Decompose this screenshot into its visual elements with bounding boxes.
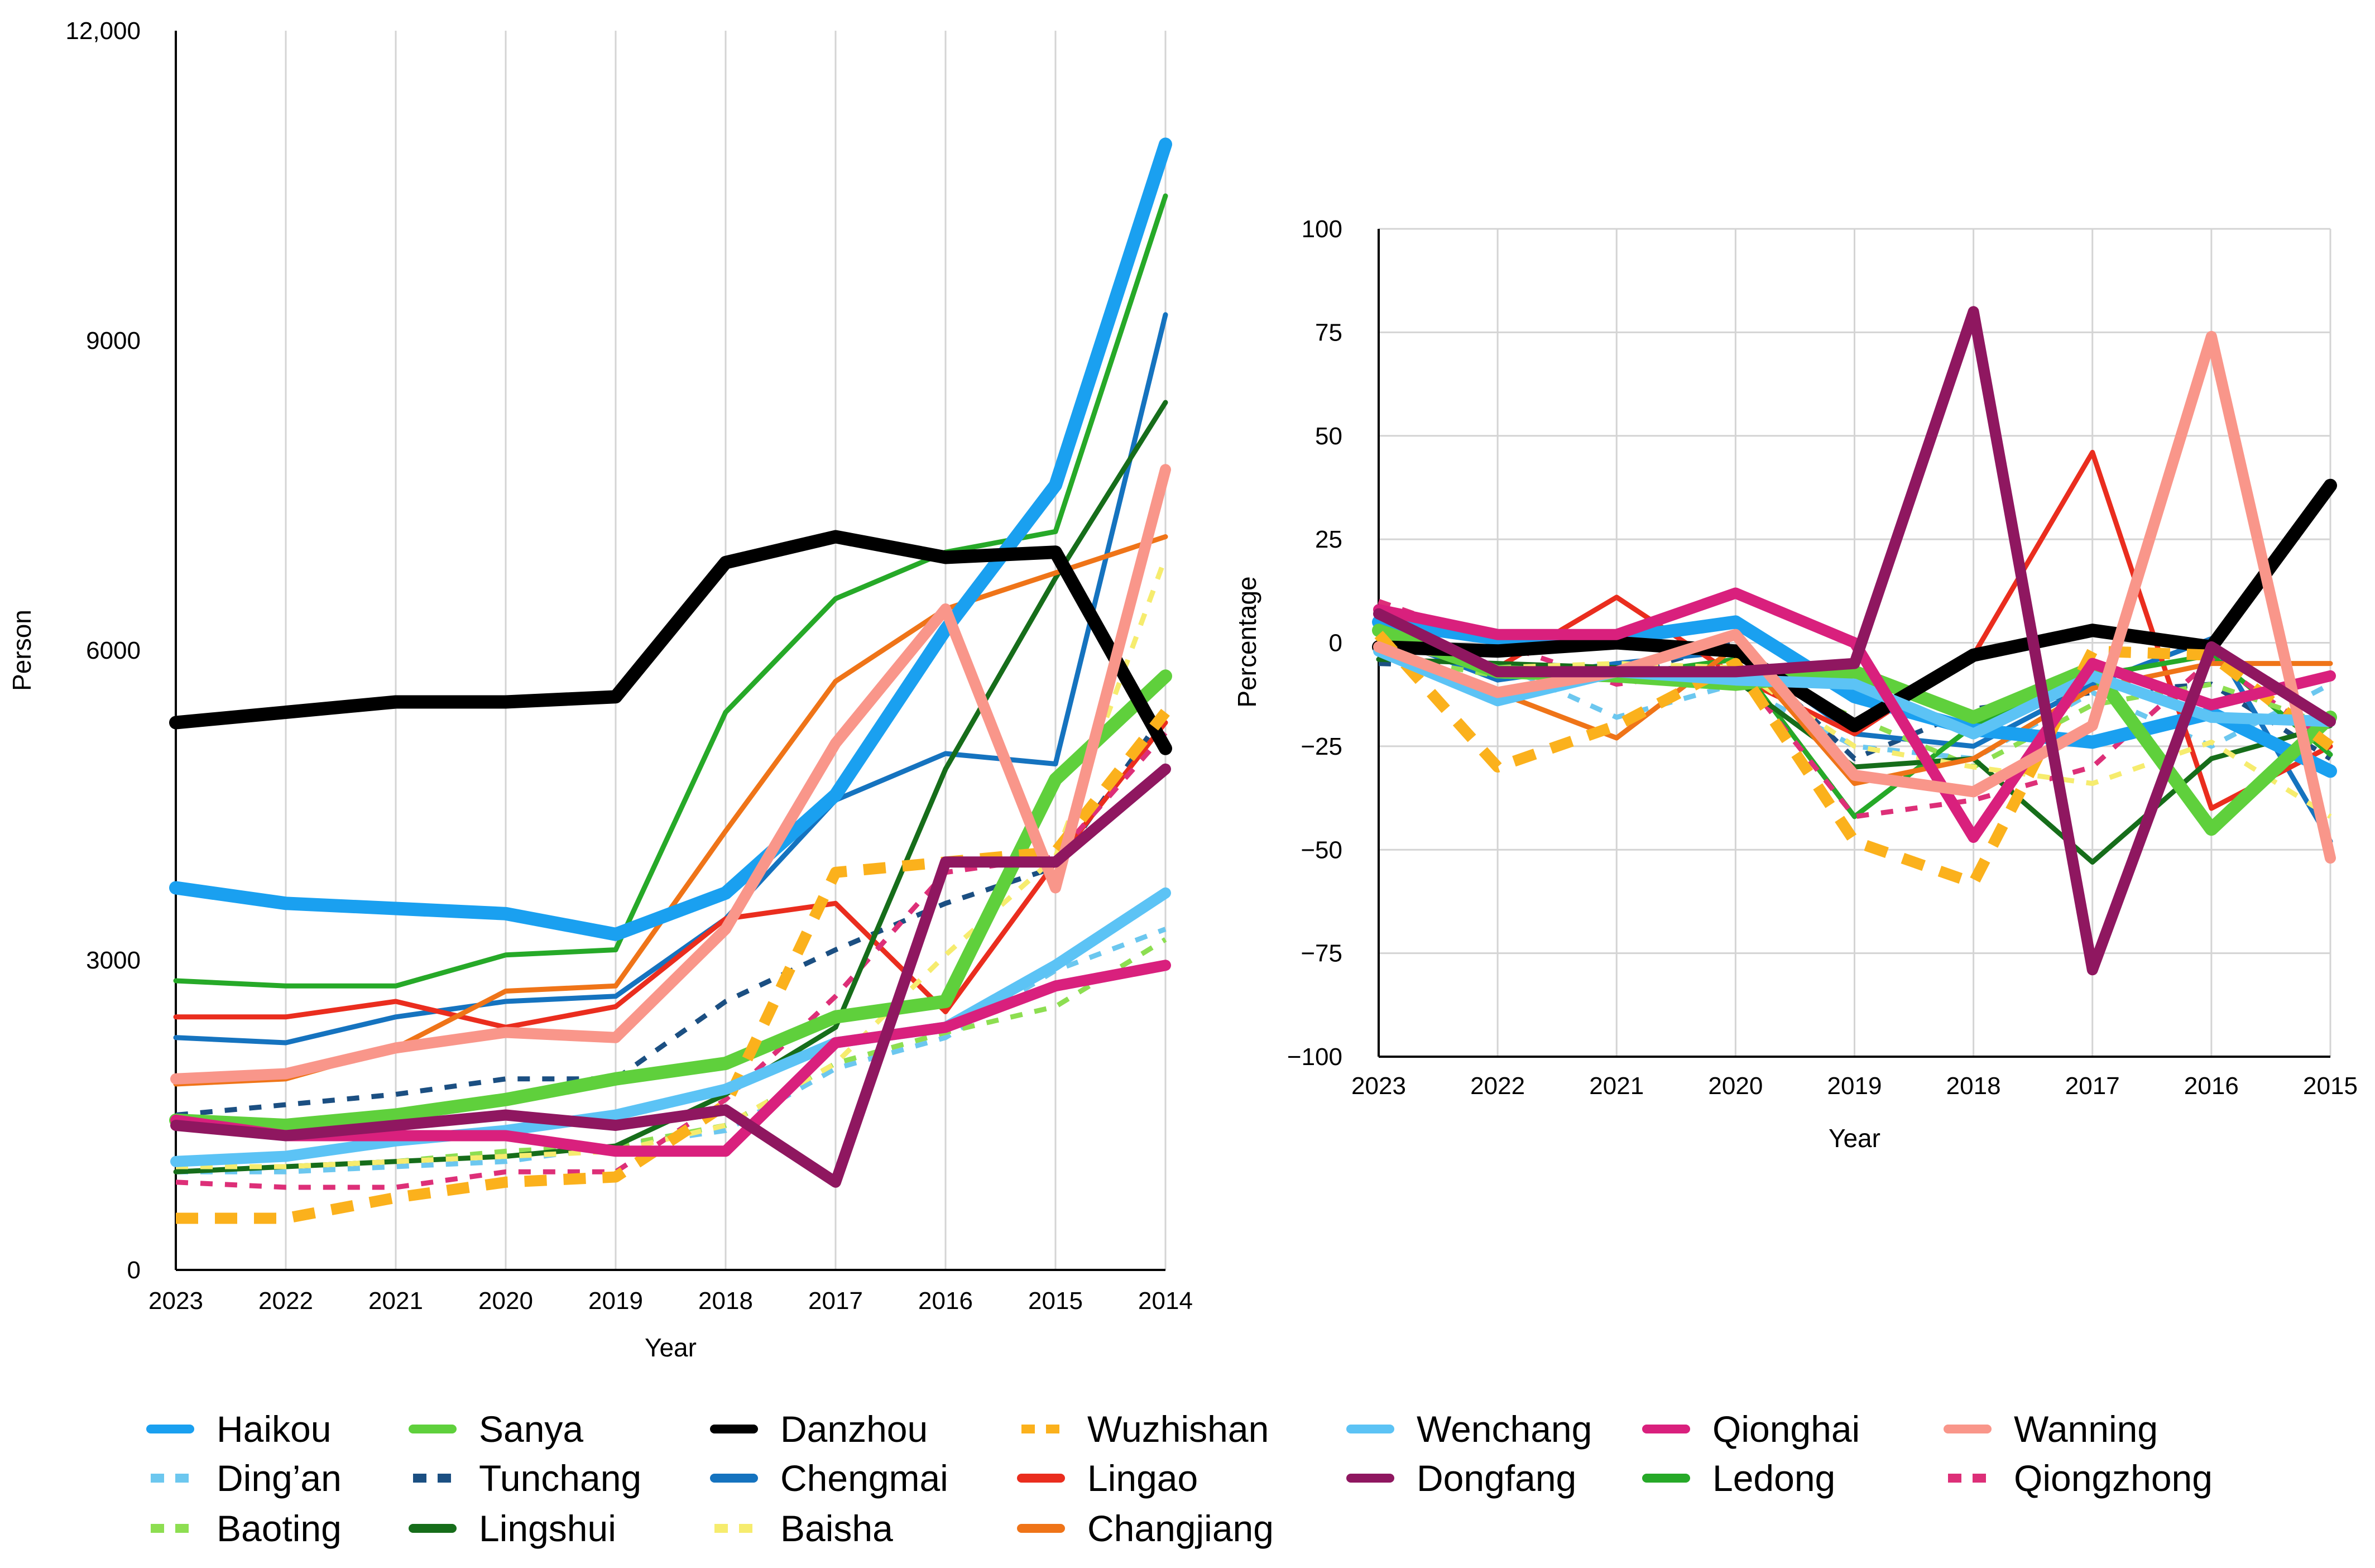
- chart1-ytick-6000: 6000: [86, 637, 141, 664]
- legend-item-changjiang: Changjiang: [1017, 1508, 1274, 1549]
- legend-item-baoting: Baoting: [151, 1508, 342, 1549]
- chart2-ytick-50: 50: [1315, 423, 1342, 450]
- chart2-ytick-25: 25: [1315, 526, 1342, 553]
- chart1-xtick-2016: 2016: [918, 1287, 973, 1315]
- chart1-xtick-2018: 2018: [698, 1287, 753, 1315]
- legend: Haikou Sanya Danzhou Wuzhishan Wenchang Qiong…: [146, 1408, 2213, 1549]
- legend-item-ledong: Ledong: [1642, 1457, 1835, 1499]
- chart1-xtick-2015: 2015: [1028, 1287, 1083, 1315]
- chart2-xtick-2020: 2020: [1708, 1072, 1763, 1100]
- chart1-series-sanya: [169, 669, 1172, 1132]
- chart2-ytick-75: −75: [1301, 940, 1342, 967]
- chart1-series-chengmai: [173, 312, 1168, 1046]
- chart2-xtick-2021: 2021: [1589, 1072, 1644, 1100]
- chart2-series-baisha: [1378, 640, 2332, 819]
- legend-label-wuzhishan: Wuzhishan: [1087, 1408, 1269, 1450]
- chart1-series-wanning: [170, 464, 1171, 1085]
- chart2-ytick-100: 100: [1302, 215, 1342, 243]
- legend-label-lingshui: Lingshui: [479, 1508, 616, 1549]
- chart2-series-qionghai: [1373, 587, 2336, 843]
- chart2-ytick-25: −25: [1301, 733, 1342, 760]
- chart1-xtick-2021: 2021: [368, 1287, 423, 1315]
- legend-label-baoting: Baoting: [217, 1508, 342, 1549]
- legend-label-ledong: Ledong: [1712, 1457, 1835, 1499]
- chart1-series-wenchang: [170, 887, 1171, 1167]
- chart2-series-wanning: [1373, 330, 2336, 864]
- legend-label-tunchang: Tunchang: [479, 1457, 641, 1499]
- legend-item-lingshui: Lingshui: [409, 1508, 616, 1549]
- legend-item-wenchang: Wenchang: [1346, 1408, 1592, 1450]
- chart1-ytick-9000: 9000: [86, 327, 141, 354]
- chart2-ytick-75: 75: [1315, 319, 1342, 346]
- chart1-xtick-2019: 2019: [588, 1287, 643, 1315]
- legend-label-dongfang: Dongfang: [1417, 1457, 1576, 1499]
- legend-item-baisha: Baisha: [714, 1508, 893, 1549]
- chart1-ytick-12000: 12,000: [65, 17, 141, 45]
- legend-label-wenchang: Wenchang: [1417, 1408, 1592, 1450]
- legend-item-lingao: Lingao: [1017, 1457, 1198, 1499]
- legend-label-qionghai: Qionghai: [1712, 1408, 1860, 1450]
- chart2-ytick-50: −50: [1301, 836, 1342, 864]
- chart1-xtick-2014: 2014: [1138, 1287, 1193, 1315]
- chart2-ytick-0: 0: [1329, 630, 1342, 657]
- chart1-xtick-2017: 2017: [808, 1287, 863, 1315]
- chart2-xtick-2018: 2018: [1946, 1072, 2001, 1100]
- legend-label-chengmai: Chengmai: [780, 1457, 948, 1499]
- legend-item-ding-an: Ding’an: [151, 1457, 342, 1499]
- legend-label-lingao: Lingao: [1087, 1457, 1198, 1499]
- chart2-xtick-2015: 2015: [2303, 1072, 2358, 1100]
- legend-item-haikou: Haikou: [146, 1408, 331, 1450]
- legend-item-wanning: Wanning: [1944, 1408, 2158, 1450]
- legend-item-danzhou: Danzhou: [710, 1408, 928, 1450]
- legend-label-baisha: Baisha: [780, 1508, 893, 1549]
- legend-item-wuzhishan: Wuzhishan: [1021, 1408, 1269, 1450]
- legend-item-qionghai: Qionghai: [1642, 1408, 1860, 1450]
- chart1-grid: [175, 31, 1167, 1270]
- chart2-ytick-100: −100: [1287, 1043, 1342, 1071]
- chart1-xtick-2023: 2023: [148, 1287, 203, 1315]
- chart1-ytick-3000: 3000: [86, 947, 141, 974]
- chart2-series-dongfang: [1373, 306, 2336, 976]
- chart1-xtick-2022: 2022: [258, 1287, 313, 1315]
- chart1-series-danzhou: [169, 530, 1172, 755]
- legend-label-ding-an: Ding’an: [217, 1457, 342, 1499]
- chart2-series-danzhou: [1372, 478, 2337, 732]
- legend-item-qiongzhong: Qiongzhong: [1948, 1457, 2213, 1499]
- chart2-y-title: Percentage: [1232, 576, 1261, 707]
- legend-item-dongfang: Dongfang: [1346, 1457, 1576, 1499]
- legend-item-chengmai: Chengmai: [710, 1457, 948, 1499]
- legend-label-sanya: Sanya: [479, 1408, 583, 1450]
- legend-item-tunchang: Tunchang: [413, 1457, 641, 1499]
- chart2-xtick-2023: 2023: [1351, 1072, 1406, 1100]
- chart1-series-ledong: [173, 193, 1168, 989]
- chart1-x-title: Year: [645, 1333, 697, 1362]
- chart1-series-dongfang: [170, 763, 1171, 1188]
- legend-item-sanya: Sanya: [409, 1408, 583, 1450]
- chart1-ytick-0: 0: [127, 1257, 141, 1284]
- legend-label-danzhou: Danzhou: [780, 1408, 928, 1450]
- chart2-series-changjiang: [1376, 644, 2333, 787]
- legend-label-haikou: Haikou: [217, 1408, 331, 1450]
- chart1-y-title: Person: [7, 610, 36, 691]
- chart1-xtick-2020: 2020: [478, 1287, 533, 1315]
- chart2-x-title: Year: [1829, 1124, 1880, 1153]
- chart2-xtick-2017: 2017: [2065, 1072, 2120, 1100]
- population-chart: 0 3000 6000 9000 12,000 2023 2022 2021 2020 2019 2…: [7, 17, 1193, 1362]
- percentage-chart: −100 −75 −50 −25 0 25 50 75 100 2023 2022 2021 2020 2…: [1232, 215, 2358, 1153]
- chart2-xtick-2019: 2019: [1827, 1072, 1882, 1100]
- chart1-series-lingao: [173, 720, 1168, 1030]
- chart2-xtick-2016: 2016: [2184, 1072, 2239, 1100]
- legend-label-wanning: Wanning: [2014, 1408, 2158, 1450]
- legend-label-changjiang: Changjiang: [1087, 1508, 1274, 1549]
- legend-label-qiongzhong: Qiongzhong: [2014, 1457, 2213, 1499]
- chart2-xtick-2022: 2022: [1470, 1072, 1525, 1100]
- chart1-series-haikou: [169, 137, 1172, 941]
